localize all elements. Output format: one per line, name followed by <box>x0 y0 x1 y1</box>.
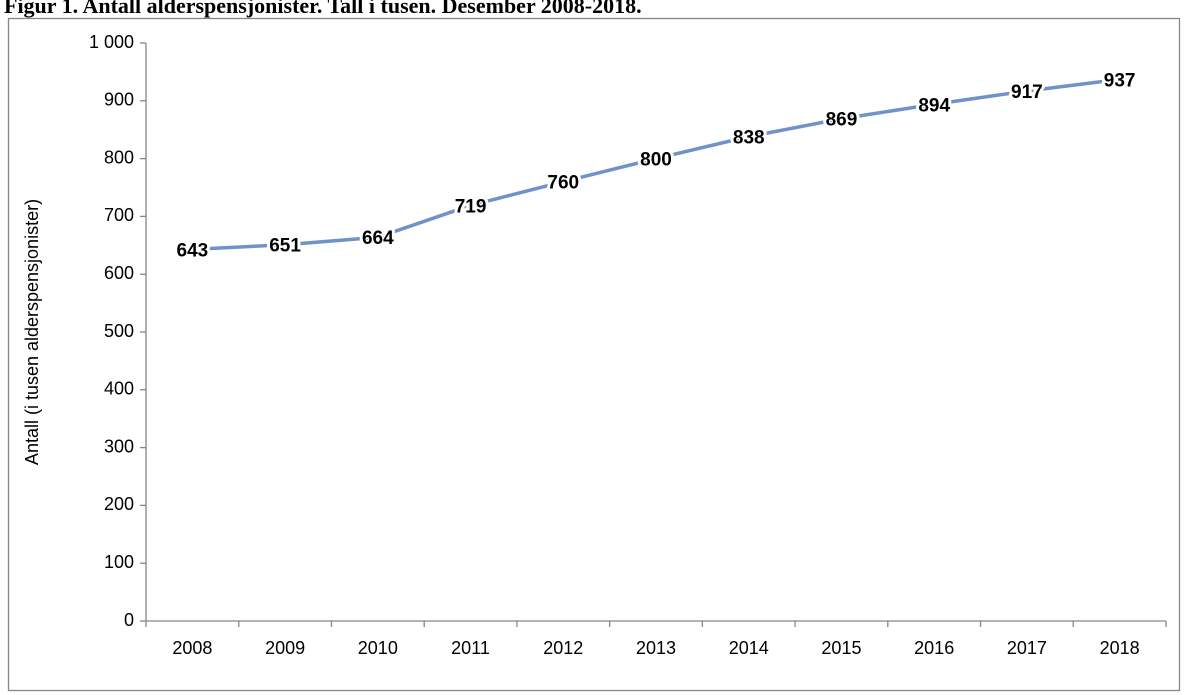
y-tick-label: 100 <box>104 552 134 572</box>
data-line <box>192 77 1120 252</box>
x-tick-label: 2012 <box>543 638 583 658</box>
data-label: 917 <box>1011 82 1043 103</box>
x-tick-label: 2018 <box>1100 638 1140 658</box>
data-label: 800 <box>640 150 672 171</box>
x-tick-label: 2008 <box>172 638 212 658</box>
y-tick-label: 200 <box>104 494 134 514</box>
y-tick-label: 0 <box>124 610 134 630</box>
data-label: 719 <box>455 196 487 217</box>
x-tick-label: 2011 <box>451 638 490 658</box>
x-tick-label: 2014 <box>729 638 769 658</box>
y-tick-label: 500 <box>104 321 134 341</box>
x-tick-label: 2009 <box>265 638 305 658</box>
data-label: 651 <box>269 236 301 257</box>
data-label: 643 <box>177 240 209 261</box>
y-tick-label: 600 <box>104 263 134 283</box>
x-tick-label: 2013 <box>636 638 676 658</box>
y-tick-label: 900 <box>104 90 134 110</box>
x-tick-label: 2016 <box>914 638 954 658</box>
y-tick-label: 300 <box>104 436 134 456</box>
y-tick-label: 400 <box>104 379 134 399</box>
data-label: 838 <box>733 128 765 149</box>
y-axis-label: Antall (i tusen alderspensjonister) <box>22 199 42 465</box>
chart-title: Figur 1. Antall alderspensjonister. Tall… <box>4 0 642 18</box>
x-tick-label: 2015 <box>821 638 861 658</box>
data-label: 894 <box>918 95 950 116</box>
x-tick-label: 2017 <box>1007 638 1047 658</box>
chart-frame <box>7 17 1181 692</box>
x-tick-label: 2010 <box>358 638 398 658</box>
y-tick-label: 800 <box>104 147 134 167</box>
data-label: 869 <box>826 110 858 131</box>
y-tick-label: 700 <box>104 205 134 225</box>
y-tick-label: 1 000 <box>89 32 134 52</box>
data-label: 760 <box>547 173 579 194</box>
data-label: 937 <box>1104 70 1136 91</box>
data-label: 664 <box>362 228 394 249</box>
